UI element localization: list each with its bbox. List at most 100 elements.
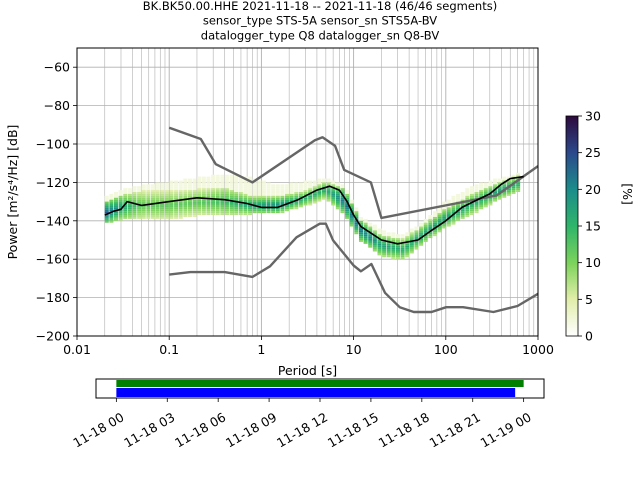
density-cell xyxy=(479,205,484,208)
density-cell xyxy=(326,178,331,181)
density-cell xyxy=(386,251,391,254)
density-cell xyxy=(141,184,146,187)
density-cell xyxy=(354,232,359,235)
density-cell xyxy=(395,243,400,246)
density-cell xyxy=(234,201,239,204)
density-cell xyxy=(211,192,216,194)
density-cell xyxy=(164,192,169,194)
density-cell xyxy=(382,255,387,258)
density-cell xyxy=(479,190,484,192)
density-cell xyxy=(335,201,340,204)
density-cell xyxy=(248,178,253,181)
density-cell xyxy=(285,184,290,187)
density-cell xyxy=(405,236,410,239)
density-cell xyxy=(201,207,206,210)
density-cell xyxy=(340,197,345,200)
psd-coverage-bar xyxy=(116,388,516,397)
density-cell xyxy=(155,197,160,200)
density-cell xyxy=(460,203,465,206)
density-cell xyxy=(442,213,447,216)
density-cell xyxy=(331,190,336,192)
density-cell xyxy=(211,186,216,189)
density-cell xyxy=(451,197,456,200)
density-cell xyxy=(372,224,377,227)
density-cell xyxy=(229,201,234,204)
density-cell xyxy=(155,211,160,214)
density-cell xyxy=(257,180,262,183)
density-cell xyxy=(465,193,470,196)
density-cell xyxy=(335,199,340,202)
density-cell xyxy=(419,226,424,229)
density-cell xyxy=(377,228,382,231)
density-cell xyxy=(132,190,137,192)
density-cell xyxy=(109,205,114,208)
density-cell xyxy=(446,211,451,214)
density-cell xyxy=(160,207,165,210)
density-cell xyxy=(178,216,183,219)
density-cell xyxy=(442,216,447,219)
density-cell xyxy=(432,215,437,217)
density-cell xyxy=(451,209,456,212)
density-cell xyxy=(289,197,294,200)
density-cell xyxy=(197,213,202,216)
density-cell xyxy=(201,193,206,196)
mean-psd-line xyxy=(104,175,524,245)
density-cell xyxy=(234,205,239,208)
density-cell xyxy=(104,195,109,198)
density-cell xyxy=(335,182,340,185)
density-cell xyxy=(488,199,493,202)
density-cell xyxy=(419,232,424,235)
density-cell xyxy=(386,249,391,252)
density-cell xyxy=(382,234,387,237)
density-cell xyxy=(414,226,419,229)
density-cell xyxy=(386,253,391,256)
colorbar-label: [%] xyxy=(620,183,635,205)
density-cell xyxy=(405,234,410,237)
density-cell xyxy=(155,215,160,217)
density-cell xyxy=(317,193,322,196)
density-cell xyxy=(220,193,225,196)
density-cell xyxy=(312,195,317,198)
density-cell xyxy=(442,201,447,204)
density-cell xyxy=(377,230,382,233)
density-cell xyxy=(460,209,465,212)
density-cell xyxy=(516,190,521,192)
density-cell xyxy=(326,190,331,192)
density-cell xyxy=(211,190,216,192)
density-cell xyxy=(229,184,234,187)
density-cell xyxy=(368,230,373,233)
density-cell xyxy=(400,245,405,248)
density-cell xyxy=(474,207,479,210)
density-cell xyxy=(211,184,216,187)
density-cell xyxy=(123,188,128,191)
density-cell xyxy=(423,240,428,242)
density-cell xyxy=(340,190,345,192)
density-cell xyxy=(252,209,257,212)
y-tick-label: −180 xyxy=(36,290,70,305)
density-cell xyxy=(298,199,303,202)
density-cell xyxy=(368,228,373,231)
density-cell xyxy=(280,193,285,196)
density-cell xyxy=(192,193,197,196)
density-cell xyxy=(261,184,266,187)
density-cell xyxy=(187,178,192,181)
density-cell xyxy=(303,182,308,185)
density-cell xyxy=(502,180,507,183)
density-cell xyxy=(312,184,317,187)
density-cell xyxy=(465,207,470,210)
density-cell xyxy=(169,190,174,192)
density-cell xyxy=(206,178,211,181)
density-cell xyxy=(252,211,257,214)
y-tick-label: −120 xyxy=(36,175,70,190)
timeline-tick-label: 11-18 21 xyxy=(427,409,483,450)
density-cell xyxy=(132,211,137,214)
density-cell xyxy=(400,236,405,239)
density-cell xyxy=(187,193,192,196)
density-cell xyxy=(201,203,206,206)
density-cell xyxy=(150,192,155,194)
density-cell xyxy=(238,195,243,198)
density-cell xyxy=(395,240,400,242)
density-cell xyxy=(345,211,350,214)
density-cell xyxy=(271,193,276,196)
ppsd-plot: 0.01 0.1 1 10 100 1000 −200 −180 −160 −140 −120 −1… xyxy=(36,47,554,357)
